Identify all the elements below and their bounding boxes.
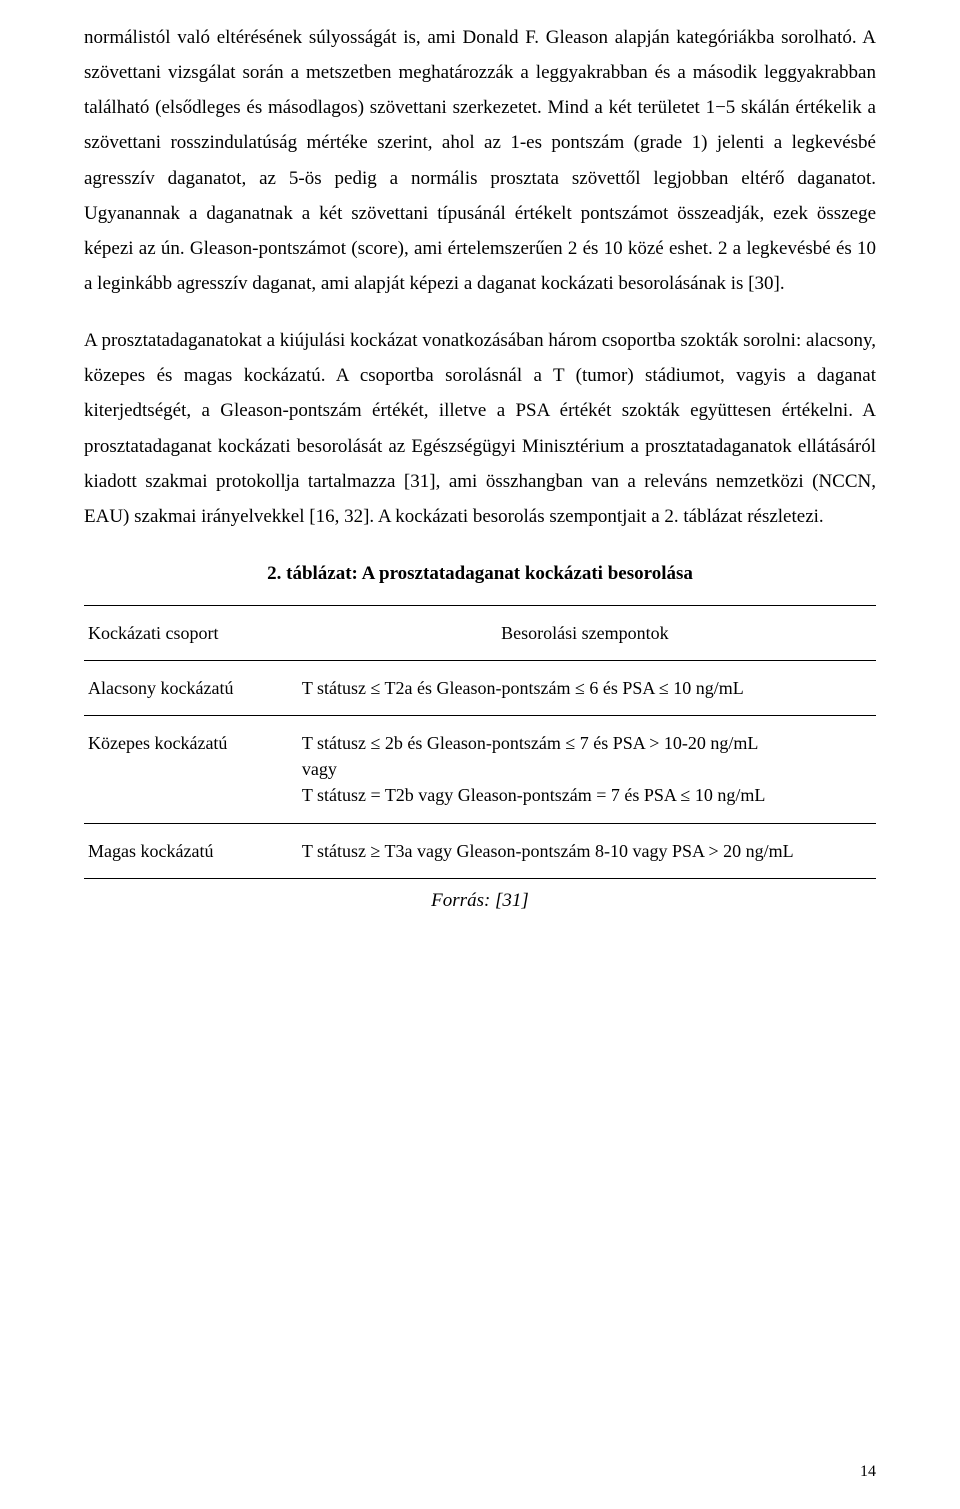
risk-group-cell: Közepes kockázatú — [84, 716, 298, 823]
table-row: Közepes kockázatú T státusz ≤ 2b és Glea… — [84, 716, 876, 823]
body-paragraph-1: normálistól való eltérésének súlyosságát… — [84, 20, 876, 301]
table-header-criteria: Besorolási szempontok — [298, 606, 876, 661]
risk-group-cell: Magas kockázatú — [84, 823, 298, 878]
risk-table: Kockázati csoport Besorolási szempontok … — [84, 605, 876, 879]
table-header-group: Kockázati csoport — [84, 606, 298, 661]
table-source: Forrás: [31] — [84, 883, 876, 918]
risk-criteria-cell: T státusz ≤ T2a és Gleason-pontszám ≤ 6 … — [298, 661, 876, 716]
table-row: Magas kockázatú T státusz ≥ T3a vagy Gle… — [84, 823, 876, 878]
risk-group-cell: Alacsony kockázatú — [84, 661, 298, 716]
table-row: Alacsony kockázatú T státusz ≤ T2a és Gl… — [84, 661, 876, 716]
page-number: 14 — [860, 1457, 876, 1487]
risk-criteria-cell: T státusz ≤ 2b és Gleason-pontszám ≤ 7 é… — [298, 716, 876, 823]
body-paragraph-2: A prosztatadaganatokat a kiújulási kocká… — [84, 323, 876, 534]
risk-criteria-cell: T státusz ≥ T3a vagy Gleason-pontszám 8-… — [298, 823, 876, 878]
table-header-row: Kockázati csoport Besorolási szempontok — [84, 606, 876, 661]
document-page: normálistól való eltérésének súlyosságát… — [0, 0, 960, 1509]
table-title: 2. táblázat: A prosztatadaganat kockázat… — [84, 556, 876, 591]
